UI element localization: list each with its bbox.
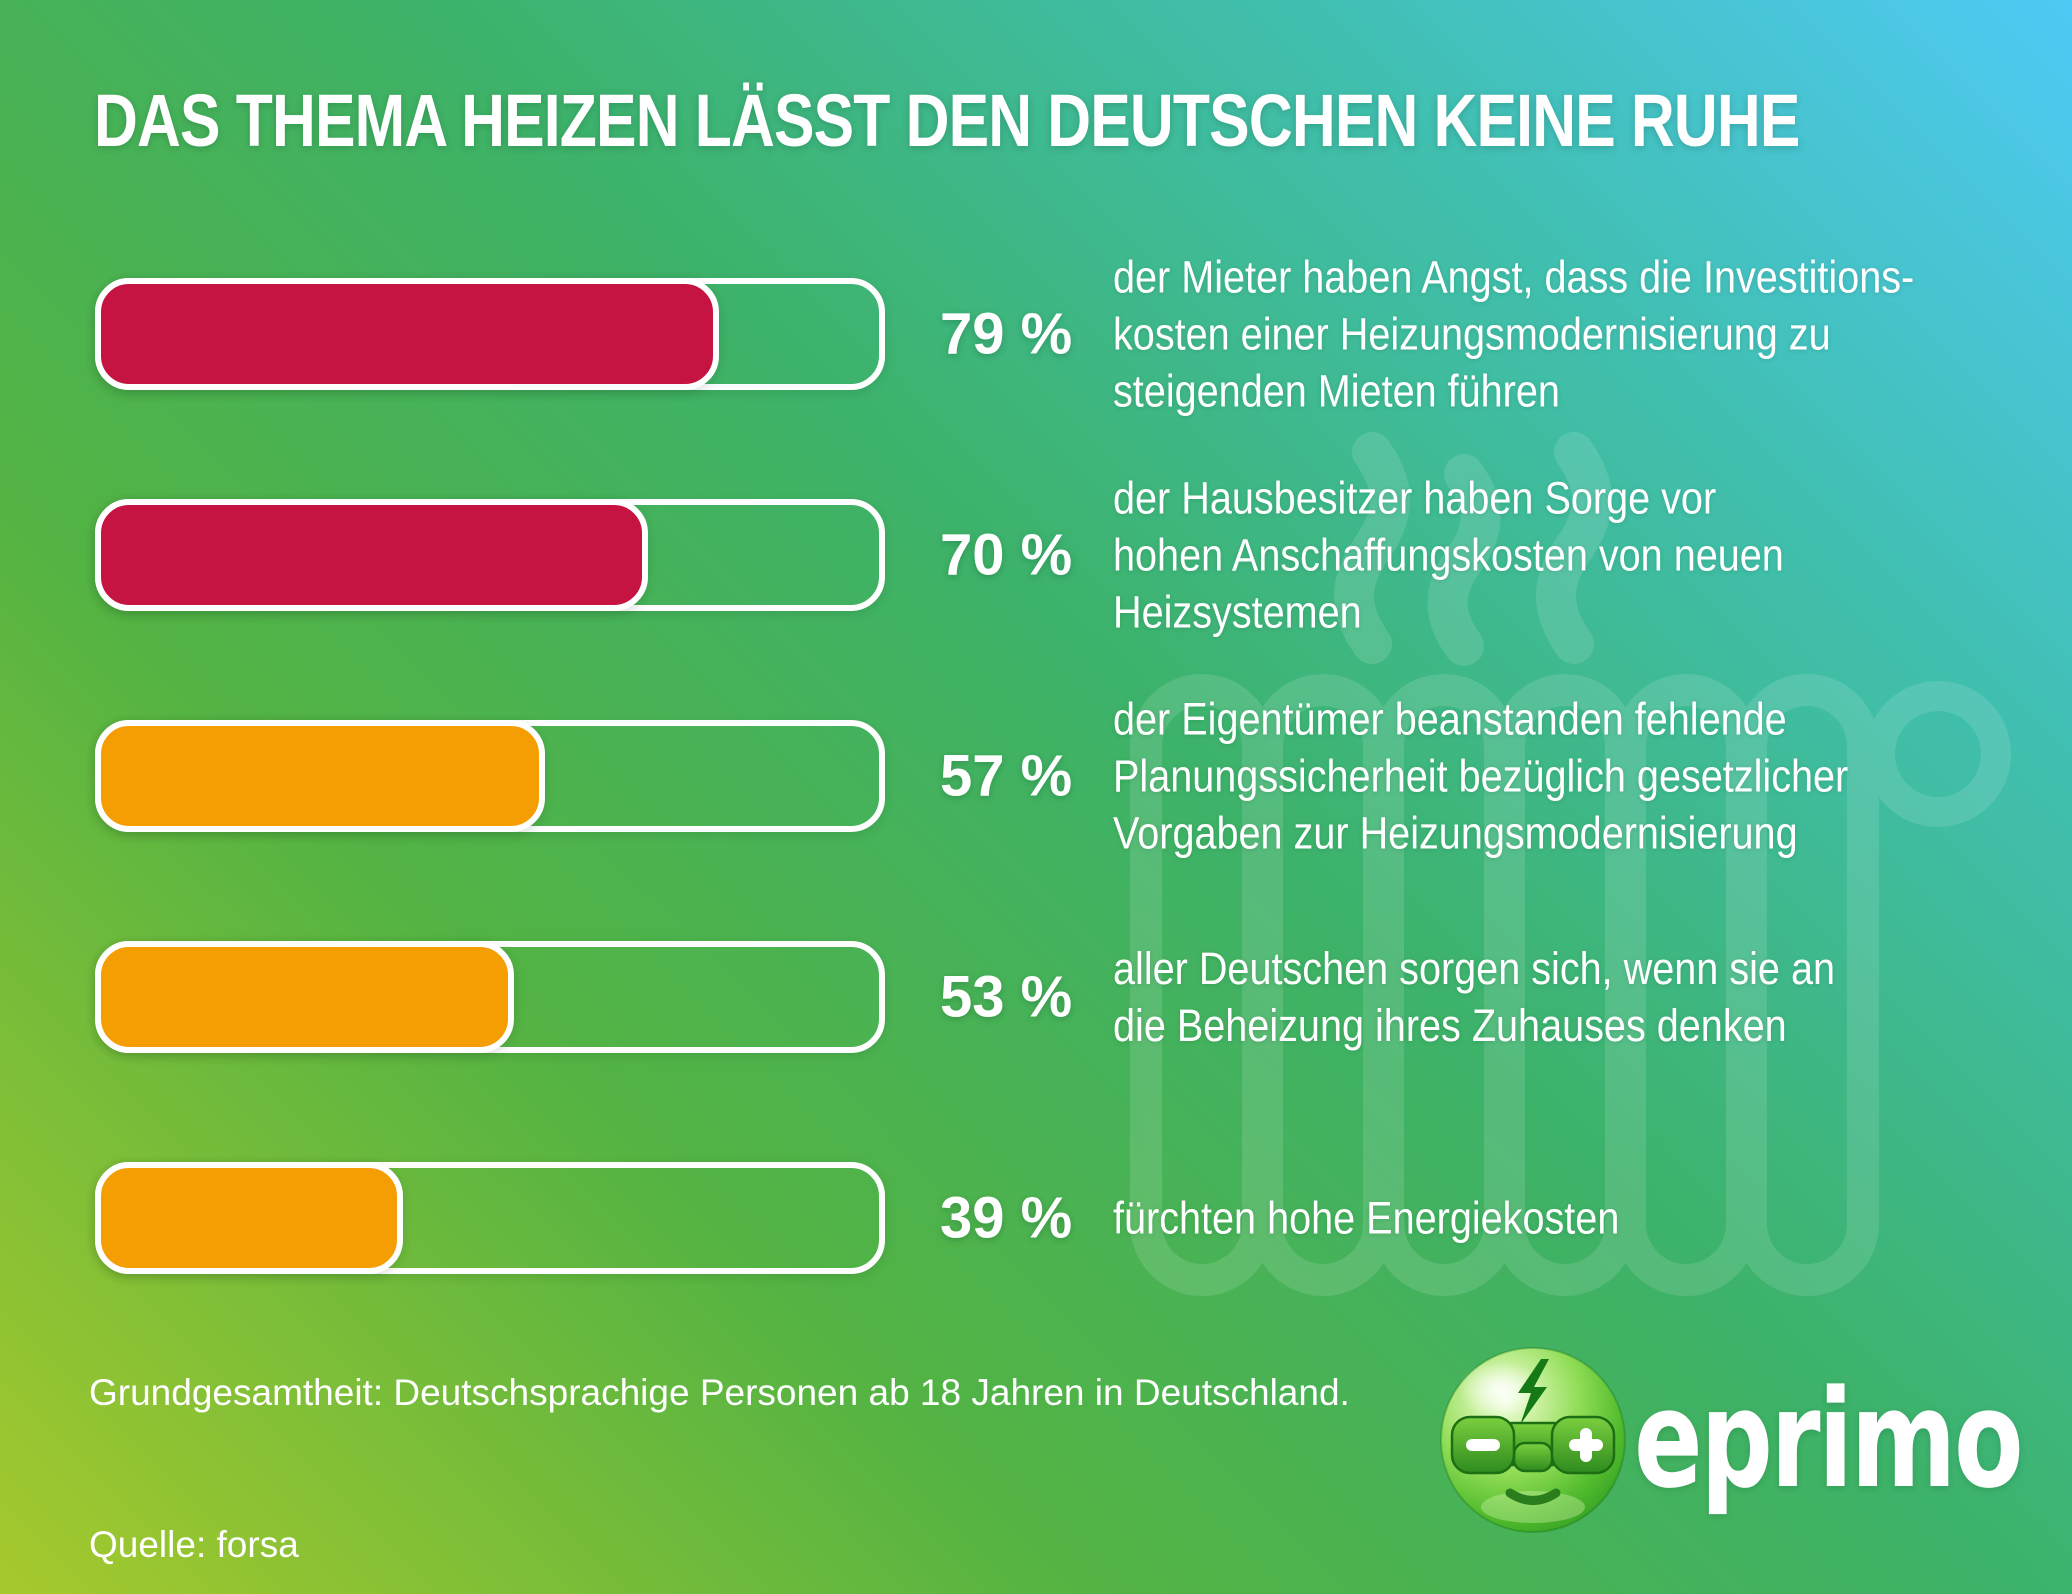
bar-description: fürchten hohe Energiekosten bbox=[1113, 1192, 1620, 1244]
bar-fill bbox=[95, 720, 545, 832]
bar-row: 79 % der Mieter haben Angst, dass die In… bbox=[95, 251, 2032, 417]
bar-row: 70 % der Hausbesitzer haben Sorge vor ho… bbox=[95, 472, 2032, 638]
bar-row: 57 % der Eigentümer beanstanden fehlende… bbox=[95, 693, 2032, 859]
bar-track bbox=[95, 720, 885, 832]
bar-fill bbox=[95, 499, 648, 611]
eprimo-logo: eprimo bbox=[1438, 1345, 2072, 1535]
bar-chart: 79 % der Mieter haben Angst, dass die In… bbox=[95, 251, 2032, 1383]
population-note: Grundgesamtheit: Deutschsprachige Person… bbox=[89, 1372, 1350, 1413]
eprimo-mascot-icon bbox=[1440, 1347, 1626, 1533]
bar-track bbox=[95, 1162, 885, 1274]
bar-value-label: 39 % bbox=[940, 1185, 1073, 1251]
eprimo-wordmark: eprimo bbox=[1634, 1361, 2024, 1518]
bar-track bbox=[95, 278, 885, 390]
bar-value-label: 70 % bbox=[940, 522, 1073, 588]
bar-fill bbox=[95, 941, 514, 1053]
bar-value-label: 79 % bbox=[940, 301, 1073, 367]
bar-description: aller Deutschen sorgen sich, wenn sie an… bbox=[1113, 942, 1836, 1051]
bar-description: der Eigentümer beanstanden fehlende Plan… bbox=[1113, 693, 1849, 859]
bar-description: der Hausbesitzer haben Sorge vor hohen A… bbox=[1113, 472, 1784, 638]
bar-fill bbox=[95, 278, 719, 390]
source-note: Quelle: forsa bbox=[89, 1524, 299, 1565]
bar-track bbox=[95, 499, 885, 611]
bar-value-label: 57 % bbox=[940, 743, 1073, 809]
bar-description: der Mieter haben Angst, dass die Investi… bbox=[1113, 251, 1915, 417]
bar-track bbox=[95, 941, 885, 1053]
bar-value-label: 53 % bbox=[940, 964, 1073, 1030]
bar-fill bbox=[95, 1162, 403, 1274]
bar-row: 39 % fürchten hohe Energiekosten bbox=[95, 1162, 2032, 1274]
bar-row: 53 % aller Deutschen sorgen sich, wenn s… bbox=[95, 941, 2032, 1053]
page-title: DAS THEMA HEIZEN LÄSST DEN DEUTSCHEN KEI… bbox=[94, 79, 1800, 162]
